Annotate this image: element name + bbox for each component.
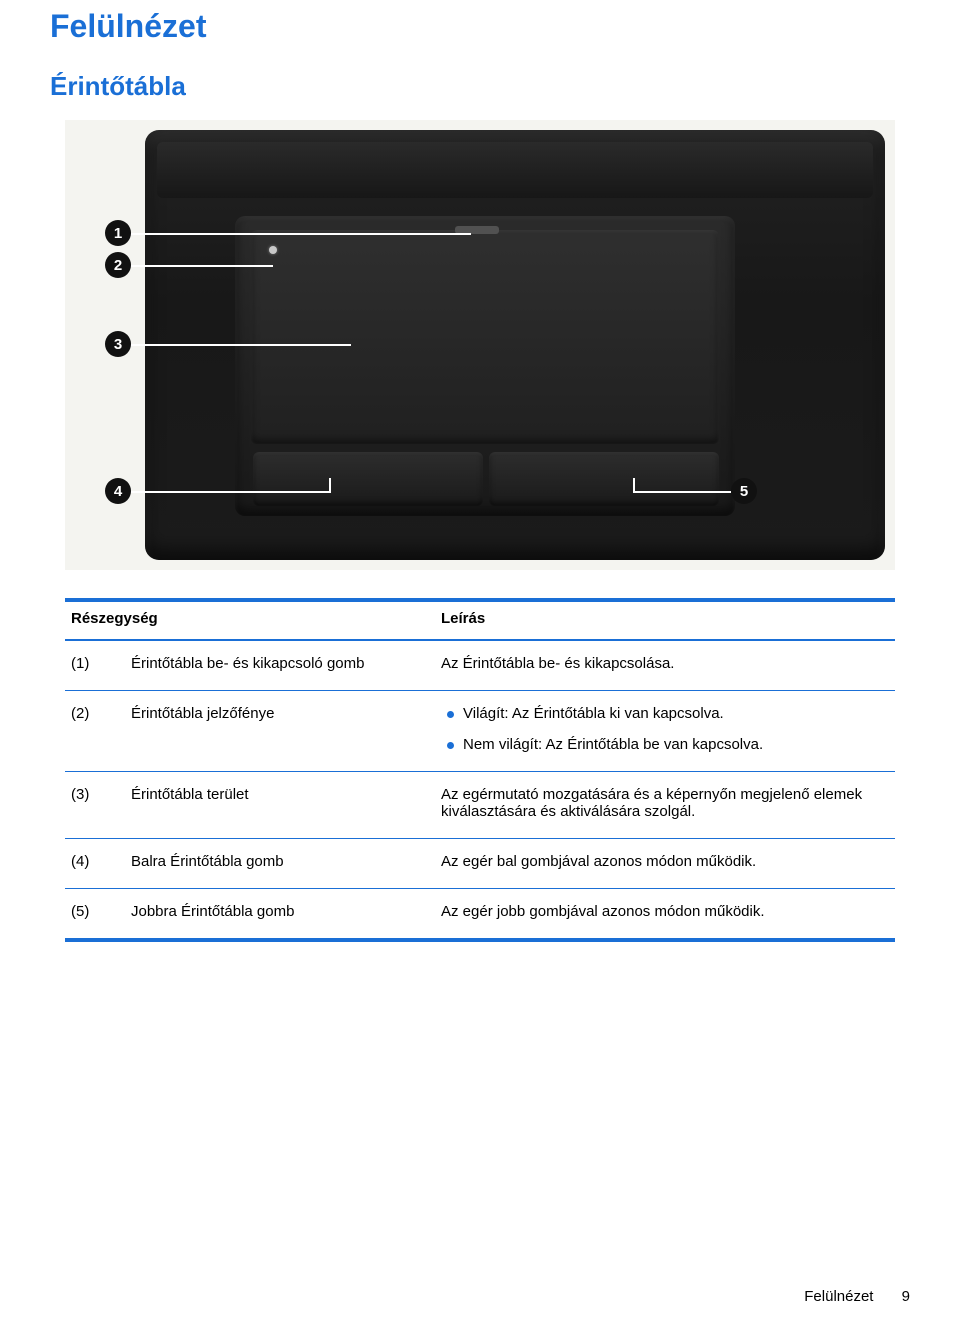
bullet-item: Nem világít: Az Érintőtábla be van kapcs… — [441, 736, 889, 753]
table-row: (5) Jobbra Érintőtábla gomb Az egér jobb… — [65, 889, 895, 941]
footer-page-number: 9 — [902, 1288, 910, 1305]
page-heading-h1: Felülnézet — [50, 0, 910, 53]
row-component: Jobbra Érintőtábla gomb — [125, 889, 435, 941]
row-num: (1) — [65, 640, 125, 691]
callout-5: 5 — [731, 478, 757, 504]
callout-3: 3 — [105, 331, 131, 357]
bullet-item: Világít: Az Érintőtábla ki van kapcsolva… — [441, 705, 889, 722]
row-component: Érintőtábla jelzőfénye — [125, 691, 435, 772]
row-description: Világít: Az Érintőtábla ki van kapcsolva… — [435, 691, 895, 772]
component-table: Részegység Leírás (1) Érintőtábla be- és… — [65, 598, 895, 942]
table-header-component: Részegység — [65, 600, 435, 640]
callout-2: 2 — [105, 252, 131, 278]
touchpad-led — [269, 246, 277, 254]
row-num: (5) — [65, 889, 125, 941]
table-row: (4) Balra Érintőtábla gomb Az egér bal g… — [65, 839, 895, 889]
page-heading-h2: Érintőtábla — [50, 53, 910, 120]
row-description: Az egér bal gombjával azonos módon működ… — [435, 839, 895, 889]
table-row: (3) Érintőtábla terület Az egérmutató mo… — [65, 772, 895, 839]
row-component: Érintőtábla terület — [125, 772, 435, 839]
keyboard-strip — [157, 142, 873, 198]
table-row: (1) Érintőtábla be- és kikapcsoló gomb A… — [65, 640, 895, 691]
row-component: Balra Érintőtábla gomb — [125, 839, 435, 889]
row-description: Az Érintőtábla be- és kikapcsolása. — [435, 640, 895, 691]
row-num: (4) — [65, 839, 125, 889]
touchpad-left-button — [253, 452, 483, 506]
row-component: Érintőtábla be- és kikapcsoló gomb — [125, 640, 435, 691]
touchpad-right-button — [489, 452, 719, 506]
touchpad-area — [251, 230, 719, 444]
footer-section: Felülnézet — [804, 1288, 873, 1305]
callout-4: 4 — [105, 478, 131, 504]
touchpad-diagram: 1 2 3 4 5 — [65, 120, 895, 570]
row-description: Az egér jobb gombjával azonos módon műkö… — [435, 889, 895, 941]
table-header-description: Leírás — [435, 600, 895, 640]
row-num: (2) — [65, 691, 125, 772]
table-row: (2) Érintőtábla jelzőfénye Világít: Az É… — [65, 691, 895, 772]
row-num: (3) — [65, 772, 125, 839]
page-footer: Felülnézet 9 — [804, 1288, 910, 1305]
row-description: Az egérmutató mozgatására és a képernyőn… — [435, 772, 895, 839]
callout-1: 1 — [105, 220, 131, 246]
